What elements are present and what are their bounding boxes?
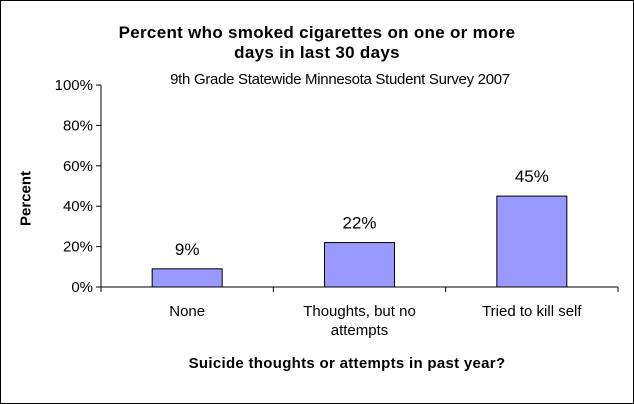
bar bbox=[324, 242, 395, 288]
chart-title-line-2: days in last 30 days bbox=[234, 43, 400, 62]
x-axis-label: Suicide thoughts or attempts in past yea… bbox=[188, 355, 506, 372]
y-tick-label: 60% bbox=[63, 158, 93, 175]
bar bbox=[151, 268, 223, 288]
category-label: Thoughts, but no bbox=[303, 303, 416, 320]
chart-subtitle: 9th Grade Statewide Minnesota Student Su… bbox=[170, 71, 510, 88]
data-label: 45% bbox=[515, 167, 549, 186]
category-label: Tried to kill self bbox=[482, 303, 582, 320]
data-label: 22% bbox=[342, 214, 376, 233]
y-tick-label: 100% bbox=[55, 77, 93, 94]
y-tick-label: 40% bbox=[63, 198, 93, 215]
category-label: None bbox=[169, 303, 205, 320]
data-label: 9% bbox=[175, 240, 200, 259]
bar bbox=[496, 195, 568, 288]
chart-title-line-1: Percent who smoked cigarettes on one or … bbox=[118, 23, 516, 42]
y-tick-label: 80% bbox=[63, 117, 93, 134]
y-tick-label: 0% bbox=[71, 279, 93, 296]
category-label: attempts bbox=[331, 322, 389, 339]
y-tick-label: 20% bbox=[63, 239, 93, 256]
